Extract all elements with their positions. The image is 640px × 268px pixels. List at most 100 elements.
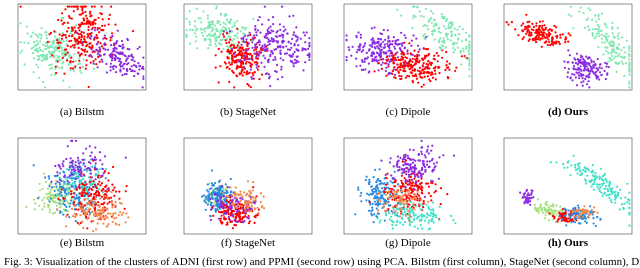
scatter-dot bbox=[99, 159, 102, 162]
scatter-dot bbox=[551, 204, 555, 207]
scatter-dot bbox=[61, 49, 64, 52]
scatter-dot bbox=[70, 199, 73, 202]
scatter-dot bbox=[563, 60, 566, 63]
scatter-dot bbox=[230, 213, 233, 217]
scatter-dot bbox=[397, 199, 400, 203]
scatter-dot bbox=[105, 71, 108, 74]
scatter-dot bbox=[604, 185, 608, 188]
scatter-dot bbox=[231, 202, 234, 205]
scatter-dot bbox=[52, 195, 55, 198]
scatter-dot bbox=[608, 41, 611, 45]
scatter-dot bbox=[397, 169, 400, 172]
scatter-dot bbox=[258, 40, 261, 44]
scatter-dot bbox=[598, 183, 601, 186]
scatter-dot bbox=[80, 52, 83, 56]
scatter-dot bbox=[428, 67, 431, 70]
scatter-dot bbox=[406, 154, 409, 157]
scatter-dot bbox=[391, 70, 394, 73]
scatter-dot bbox=[531, 22, 534, 25]
scatter-dot bbox=[617, 37, 620, 40]
scatter-dot bbox=[383, 43, 386, 46]
scatter-dot bbox=[76, 221, 79, 224]
scatter-dot bbox=[104, 177, 107, 180]
scatter-dot bbox=[418, 186, 421, 189]
scatter-dot bbox=[236, 209, 239, 212]
scatter-dot bbox=[243, 55, 246, 58]
scatter-dot bbox=[72, 60, 75, 63]
scatter-dot bbox=[291, 37, 294, 41]
scatter-dot bbox=[68, 216, 71, 219]
scatter-dot bbox=[610, 48, 614, 51]
scatter-dot bbox=[241, 197, 244, 201]
scatter-dot bbox=[422, 83, 425, 86]
scatter-dot bbox=[83, 37, 86, 41]
scatter-dot bbox=[565, 208, 568, 211]
scatter-dot bbox=[558, 211, 561, 214]
scatter-dot bbox=[527, 29, 530, 32]
scatter-dot bbox=[581, 77, 584, 80]
scatter-dot bbox=[110, 44, 113, 47]
scatter-dot bbox=[414, 159, 417, 162]
subfigure: (e) Bilstm bbox=[17, 137, 147, 249]
scatter-dot bbox=[281, 36, 285, 39]
scatter-dot bbox=[48, 200, 51, 203]
scatter-dot bbox=[253, 207, 256, 210]
scatter-dot bbox=[408, 183, 411, 186]
scatter-dot bbox=[100, 182, 104, 185]
scatter-dot bbox=[370, 27, 373, 30]
scatter-dot bbox=[243, 71, 246, 74]
scatter-dot bbox=[247, 84, 251, 87]
scatter-dot bbox=[414, 15, 417, 18]
scatter-dot bbox=[570, 14, 573, 18]
scatter-dot bbox=[61, 210, 64, 214]
scatter-dot bbox=[90, 14, 93, 17]
scatter-dot bbox=[458, 33, 461, 36]
scatter-dot bbox=[412, 5, 415, 8]
scatter-dot bbox=[130, 58, 133, 61]
scatter-dot bbox=[415, 198, 418, 201]
scatter-dot bbox=[376, 45, 379, 48]
scatter-dot bbox=[231, 194, 234, 197]
scatter-dot bbox=[453, 27, 456, 30]
scatter-dot bbox=[236, 65, 239, 68]
scatter-dot bbox=[60, 188, 63, 191]
scatter-dot bbox=[217, 217, 221, 220]
scatter-dot bbox=[287, 40, 290, 43]
scatter-dot bbox=[253, 202, 256, 205]
scatter-dot bbox=[226, 31, 229, 35]
scatter-dot bbox=[391, 195, 394, 198]
scatter-dot bbox=[99, 12, 102, 15]
scatter-dot bbox=[253, 221, 256, 224]
scatter-dot bbox=[431, 170, 434, 173]
scatter-dot bbox=[407, 190, 410, 193]
scatter-dot bbox=[257, 65, 260, 68]
scatter-dot bbox=[102, 197, 106, 200]
scatter-dot bbox=[40, 37, 43, 40]
scatter-dot bbox=[72, 199, 75, 202]
scatter-dot bbox=[611, 187, 614, 190]
scatter-dot bbox=[130, 53, 133, 56]
scatter-dot bbox=[113, 217, 116, 220]
scatter-dot bbox=[628, 86, 631, 89]
scatter-dot bbox=[67, 63, 70, 66]
scatter-dot bbox=[392, 61, 395, 65]
scatter-dot bbox=[226, 65, 229, 68]
scatter-dot bbox=[189, 42, 192, 45]
scatter-dot bbox=[541, 24, 544, 27]
scatter-dot bbox=[100, 58, 103, 61]
scatter-dot bbox=[54, 65, 57, 68]
scatter-dot bbox=[255, 34, 258, 37]
scatter-dot bbox=[36, 34, 39, 37]
scatter-dot bbox=[396, 56, 399, 59]
scatter-dot bbox=[111, 50, 115, 53]
scatter-dot bbox=[250, 208, 253, 211]
scatter-dot bbox=[575, 217, 578, 220]
scatter-dot bbox=[61, 184, 65, 187]
scatter-dot bbox=[270, 29, 273, 32]
scatter-dot bbox=[62, 33, 65, 37]
scatter-dot bbox=[592, 222, 595, 225]
scatter-dot bbox=[295, 48, 298, 51]
scatter-dot bbox=[245, 48, 248, 52]
scatter-dot bbox=[66, 30, 69, 33]
scatter-dot bbox=[381, 61, 384, 64]
